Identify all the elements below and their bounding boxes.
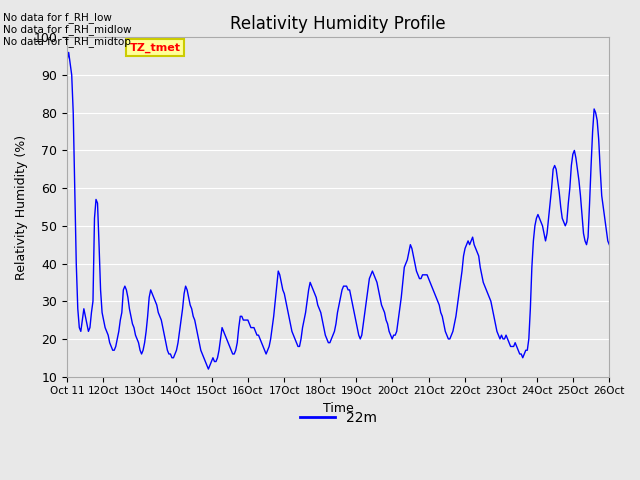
Text: No data for f_RH_low: No data for f_RH_low xyxy=(3,12,112,23)
Text: No data for f_RH_midtop: No data for f_RH_midtop xyxy=(3,36,131,47)
Title: Relativity Humidity Profile: Relativity Humidity Profile xyxy=(230,15,446,33)
X-axis label: Time: Time xyxy=(323,402,354,415)
Legend: 22m: 22m xyxy=(294,406,382,431)
Text: No data for f_RH_midlow: No data for f_RH_midlow xyxy=(3,24,132,35)
Y-axis label: Relativity Humidity (%): Relativity Humidity (%) xyxy=(15,134,28,279)
Text: TZ_tmet: TZ_tmet xyxy=(129,42,180,53)
